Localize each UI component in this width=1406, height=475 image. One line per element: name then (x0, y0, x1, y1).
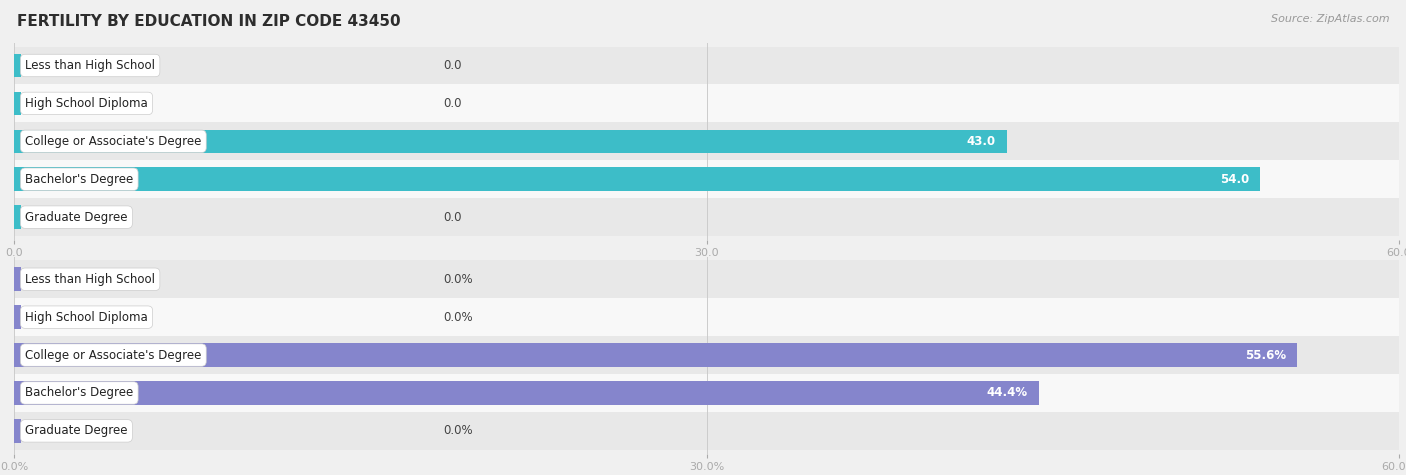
Bar (14, 85, 1399, 123)
Bar (14, 205, 21, 229)
Text: 54.0: 54.0 (1220, 173, 1250, 186)
Bar (14, 168, 1261, 191)
Bar (14, 419, 21, 443)
Text: Source: ZipAtlas.com: Source: ZipAtlas.com (1271, 14, 1389, 24)
Text: 0.0%: 0.0% (443, 311, 472, 323)
Bar (14, 381, 1039, 405)
Bar (14, 298, 1399, 336)
Text: High School Diploma: High School Diploma (25, 311, 148, 323)
Bar (14, 92, 21, 115)
Bar (14, 198, 1399, 236)
Bar (14, 343, 1298, 367)
Text: 43.0: 43.0 (966, 135, 995, 148)
Text: Bachelor's Degree: Bachelor's Degree (25, 173, 134, 186)
Bar (14, 374, 1399, 412)
Text: FERTILITY BY EDUCATION IN ZIP CODE 43450: FERTILITY BY EDUCATION IN ZIP CODE 43450 (17, 14, 401, 29)
Text: 0.0: 0.0 (443, 210, 463, 224)
Bar (14, 123, 1399, 160)
Text: 0.0: 0.0 (443, 59, 463, 72)
Bar (14, 267, 21, 291)
Text: 55.6%: 55.6% (1246, 349, 1286, 361)
Bar (14, 260, 1399, 298)
Text: High School Diploma: High School Diploma (25, 97, 148, 110)
Text: 0.0%: 0.0% (443, 424, 472, 437)
Text: Graduate Degree: Graduate Degree (25, 424, 128, 437)
Bar (14, 54, 21, 77)
Text: College or Associate's Degree: College or Associate's Degree (25, 135, 201, 148)
Text: 0.0: 0.0 (443, 97, 463, 110)
Text: Graduate Degree: Graduate Degree (25, 210, 128, 224)
Bar (14, 160, 1399, 198)
Text: 0.0%: 0.0% (443, 273, 472, 286)
Bar (14, 412, 1399, 450)
Bar (14, 130, 1007, 153)
Text: Bachelor's Degree: Bachelor's Degree (25, 387, 134, 399)
Text: Less than High School: Less than High School (25, 59, 155, 72)
Bar (14, 305, 21, 329)
Text: Less than High School: Less than High School (25, 273, 155, 286)
Text: 44.4%: 44.4% (987, 387, 1028, 399)
Bar (14, 47, 1399, 85)
Bar (14, 336, 1399, 374)
Text: College or Associate's Degree: College or Associate's Degree (25, 349, 201, 361)
